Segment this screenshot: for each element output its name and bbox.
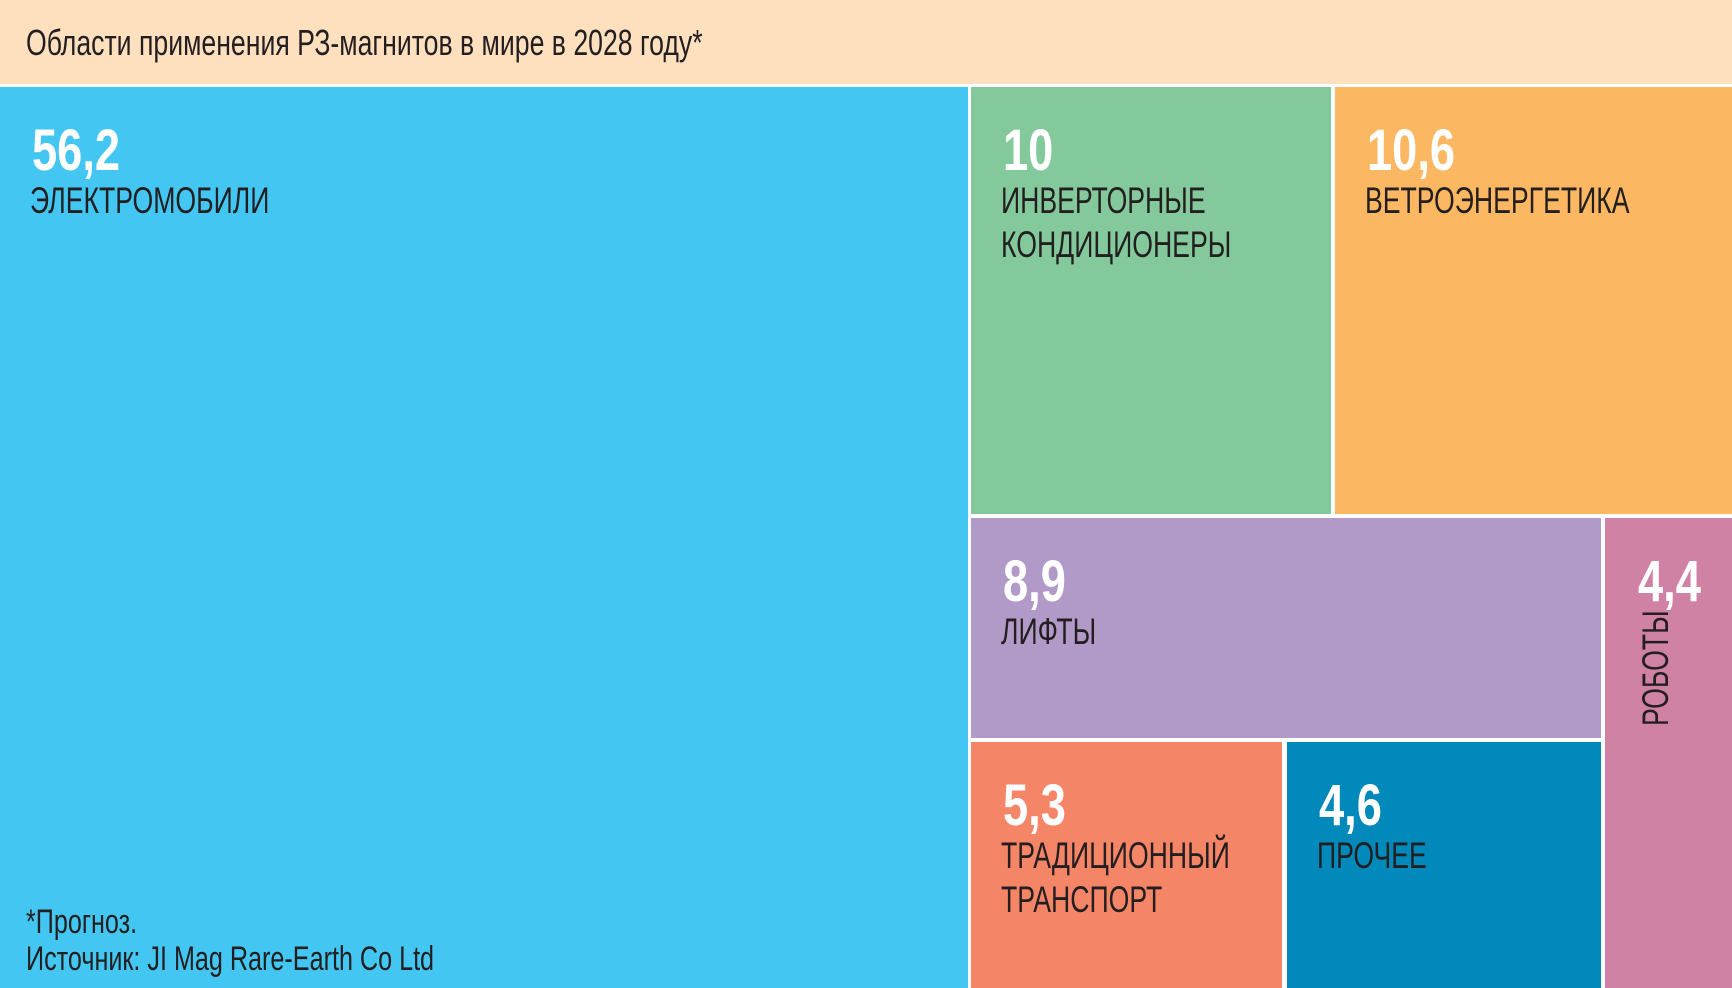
chart-header: Области применения РЗ-магнитов в мире в … [0,0,1732,84]
tile-value: 10,6 [1367,118,1456,183]
tile-elevators: 8,9 ЛИФТЫ [971,518,1601,738]
tile-other: 4,6 ПРОЧЕЕ [1287,742,1601,988]
tile-value: 4,4 [1638,549,1701,614]
tile-value: 8,9 [1003,549,1066,614]
tile-label: ЭЛЕКТРОМОБИЛИ [30,180,270,221]
tile-label: ИНВЕРТОРНЫЕ КОНДИЦИОНЕРЫ [1001,180,1232,265]
tile-label: РОБОТЫ [1635,610,1676,726]
chart-title: Области применения РЗ-магнитов в мире в … [26,22,703,63]
footnote: *Прогноз. [26,903,138,941]
tile-inverter-air-conditioners: 10 ИНВЕРТОРНЫЕ КОНДИЦИОНЕРЫ [971,87,1331,514]
tile-wind-energy: 10,6 ВЕТРОЭНЕРГЕТИКА [1335,87,1732,514]
tile-value: 10 [1003,118,1054,183]
source-note: Источник: JI Mag Rare-Earth Co Ltd [26,940,435,978]
tile-value: 5,3 [1003,773,1066,838]
tile-label: ВЕТРОЭНЕРГЕТИКА [1365,180,1630,221]
tile-electric-vehicles: 56,2 ЭЛЕКТРОМОБИЛИ *Прогноз. Источник: J… [0,87,968,988]
tile-robots: 4,4 РОБОТЫ [1605,518,1732,988]
tile-label: ТРАДИЦИОННЫЙ ТРАНСПОРТ [1001,835,1230,920]
tile-value: 56,2 [32,118,121,183]
tile-label: ЛИФТЫ [1001,611,1097,652]
tile-label: ПРОЧЕЕ [1317,835,1427,876]
tile-value: 4,6 [1319,773,1382,838]
tile-traditional-transport: 5,3 ТРАДИЦИОННЫЙ ТРАНСПОРТ [971,742,1282,988]
